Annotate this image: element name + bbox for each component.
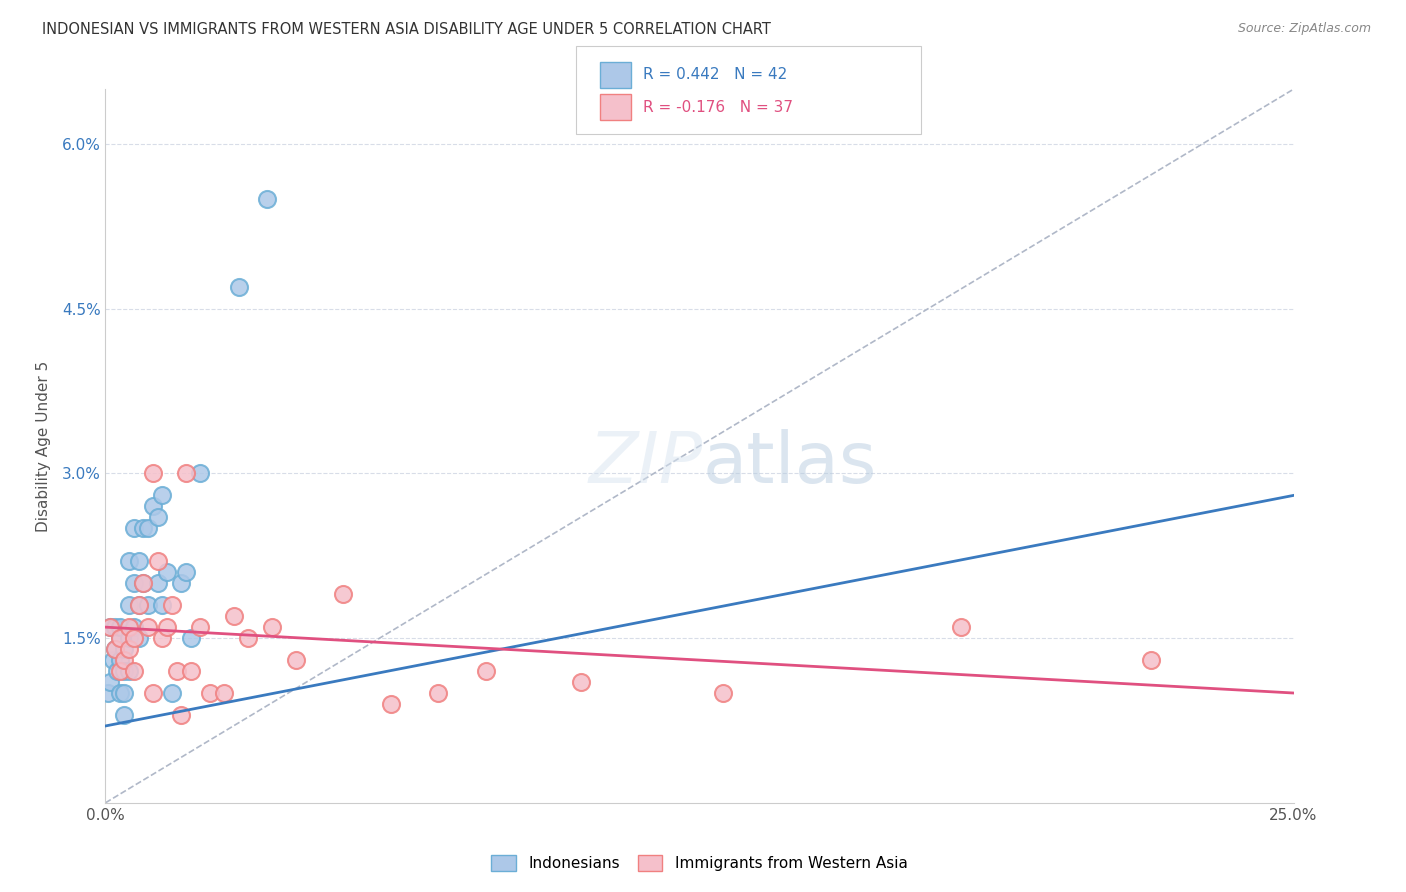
Point [132, 576, 155, 591]
Point [108, 653, 131, 667]
Point [97, 686, 120, 700]
Point [214, 686, 236, 700]
Point [711, 686, 734, 700]
Point [170, 708, 193, 723]
Point [156, 620, 179, 634]
Point [222, 609, 245, 624]
Point [114, 708, 136, 723]
Point [122, 631, 145, 645]
Point [260, 620, 283, 634]
Point [156, 566, 179, 580]
Text: R = -0.176   N = 37: R = -0.176 N = 37 [643, 100, 793, 114]
Point [136, 598, 159, 612]
Point [949, 620, 972, 634]
Point [104, 642, 127, 657]
Point [190, 467, 212, 481]
Point [136, 620, 159, 634]
Point [136, 521, 159, 535]
Point [142, 467, 165, 481]
Point [128, 554, 150, 568]
Text: R = 0.442   N = 42: R = 0.442 N = 42 [643, 68, 787, 82]
Point [108, 620, 131, 634]
Point [190, 620, 212, 634]
Text: Source: ZipAtlas.com: Source: ZipAtlas.com [1237, 22, 1371, 36]
Point [146, 510, 169, 524]
Point [256, 192, 278, 206]
Text: ZIP: ZIP [589, 429, 703, 499]
Point [108, 631, 131, 645]
Point [98, 620, 121, 634]
Point [122, 620, 145, 634]
Point [284, 653, 307, 667]
Legend: Indonesians, Immigrants from Western Asia: Indonesians, Immigrants from Western Asi… [485, 849, 914, 877]
Point [474, 664, 496, 678]
Point [118, 664, 141, 678]
Point [152, 598, 174, 612]
Point [236, 631, 259, 645]
Point [98, 675, 121, 690]
Point [132, 521, 155, 535]
Point [128, 631, 150, 645]
Point [198, 686, 221, 700]
Point [146, 554, 169, 568]
Y-axis label: Disability Age Under 5: Disability Age Under 5 [35, 360, 51, 532]
Point [114, 642, 136, 657]
Point [146, 576, 169, 591]
Point [118, 620, 141, 634]
Point [114, 664, 136, 678]
Text: atlas: atlas [703, 429, 877, 499]
Point [180, 664, 202, 678]
Point [142, 686, 165, 700]
Point [174, 467, 197, 481]
Point [108, 631, 131, 645]
Point [152, 631, 174, 645]
Point [122, 521, 145, 535]
Point [98, 620, 121, 634]
Point [108, 664, 131, 678]
Point [152, 488, 174, 502]
Point [142, 500, 165, 514]
Point [332, 587, 354, 601]
Point [105, 664, 128, 678]
Point [104, 620, 127, 634]
Point [1140, 653, 1163, 667]
Point [101, 653, 124, 667]
Text: INDONESIAN VS IMMIGRANTS FROM WESTERN ASIA DISABILITY AGE UNDER 5 CORRELATION CH: INDONESIAN VS IMMIGRANTS FROM WESTERN AS… [42, 22, 770, 37]
Point [166, 664, 188, 678]
Point [180, 631, 202, 645]
Point [427, 686, 450, 700]
Point [122, 576, 145, 591]
Point [160, 686, 183, 700]
Point [160, 598, 183, 612]
Point [380, 697, 402, 711]
Point [569, 675, 592, 690]
Point [108, 686, 131, 700]
Point [114, 653, 136, 667]
Point [104, 642, 127, 657]
Point [128, 598, 150, 612]
Point [118, 642, 141, 657]
Point [122, 664, 145, 678]
Point [114, 686, 136, 700]
Point [132, 576, 155, 591]
Point [170, 576, 193, 591]
Point [174, 566, 197, 580]
Point [118, 598, 141, 612]
Point [128, 598, 150, 612]
Point [228, 280, 250, 294]
Point [118, 554, 141, 568]
Point [118, 631, 141, 645]
